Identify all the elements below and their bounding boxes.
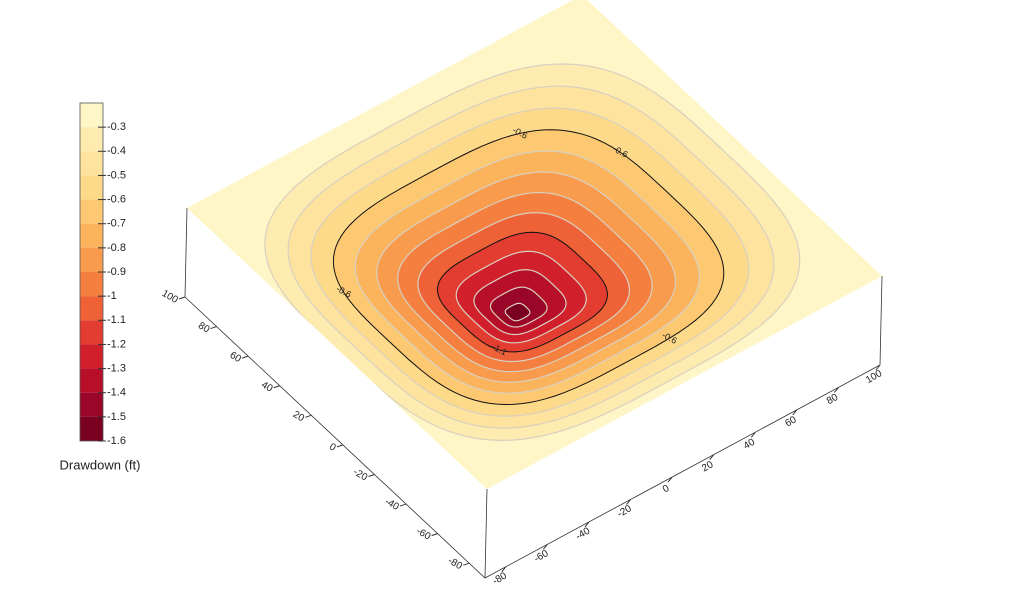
y-tick-label: 60 xyxy=(228,350,244,365)
y-tick-label: 0 xyxy=(327,441,338,454)
colorbar-swatch xyxy=(80,223,103,248)
x-tick xyxy=(792,409,798,416)
colorbar-tick-label: -1 xyxy=(107,290,117,302)
x-tick xyxy=(750,431,756,438)
contours xyxy=(264,63,801,442)
y-tick xyxy=(241,355,249,359)
colorbar-swatch xyxy=(80,127,103,152)
colorbar-swatch xyxy=(80,296,103,321)
colorbar-tick-label: -1.6 xyxy=(107,435,126,447)
x-tick-label: -60 xyxy=(532,548,550,565)
x-tick-label: 80 xyxy=(825,392,841,407)
colorbar-tick-label: -1.1 xyxy=(107,314,126,326)
y-tick-label: 100 xyxy=(160,288,180,306)
x-tick xyxy=(834,387,839,393)
colorbar-tick-label: -0.6 xyxy=(107,193,126,205)
y-tick-label: 40 xyxy=(259,380,275,395)
colorbar-tick-label: -0.3 xyxy=(107,121,126,133)
x-tick xyxy=(875,364,881,371)
x-tick-label: 60 xyxy=(783,414,799,429)
axis-line xyxy=(184,296,881,579)
y-tick-label: -40 xyxy=(383,496,401,513)
colorbar-swatch xyxy=(80,247,103,272)
y-tick xyxy=(178,296,186,300)
y-tick xyxy=(463,562,470,566)
colorbar-swatch xyxy=(80,320,103,345)
colorbar-swatch xyxy=(80,175,103,200)
colorbar-swatch xyxy=(80,392,103,417)
y-tick xyxy=(305,414,312,418)
colorbar-tick-label: -0.9 xyxy=(107,266,126,278)
y-tick-label: -80 xyxy=(446,555,464,572)
x-tick xyxy=(626,499,631,505)
colorbar-tick-label: -0.8 xyxy=(107,242,126,254)
x-tick-label: 40 xyxy=(742,437,758,452)
x-tick-label: -20 xyxy=(616,503,634,520)
x-tick-label: -40 xyxy=(574,525,592,542)
colorbar-tick-label: -1.4 xyxy=(107,387,126,399)
colorbar-swatch xyxy=(80,103,103,128)
y-tick xyxy=(210,326,217,330)
box-edge xyxy=(879,275,883,366)
x-tick xyxy=(709,454,715,460)
x-tick xyxy=(501,566,507,573)
box-edge xyxy=(184,207,188,298)
y-tick-label: -60 xyxy=(414,526,432,543)
colorbar-tick-label: -0.4 xyxy=(107,145,126,157)
colorbar-tick-label: -1.3 xyxy=(107,362,126,374)
x-tick-label: 0 xyxy=(661,483,672,496)
y-tick xyxy=(399,503,407,507)
colorbar-swatch xyxy=(80,416,103,441)
y-tick xyxy=(368,473,375,477)
x-tick xyxy=(542,544,548,550)
colorbar-tick-label: -1.5 xyxy=(107,411,126,423)
box-edge xyxy=(484,488,488,579)
x-tick-label: 100 xyxy=(864,368,884,386)
y-tick-label: -20 xyxy=(351,467,369,484)
colorbar-tick-label: -0.5 xyxy=(107,169,126,181)
colorbar-swatch xyxy=(80,272,103,297)
x-tick xyxy=(667,476,673,483)
contour-band xyxy=(504,302,531,322)
colorbar-swatch xyxy=(80,199,103,224)
colorbar-label: Drawdown (ft) xyxy=(60,457,141,472)
y-tick-label: 20 xyxy=(291,409,307,424)
colorbar-swatch xyxy=(80,344,103,369)
y-tick xyxy=(273,385,280,389)
x-tick-label: 20 xyxy=(700,459,716,474)
colorbar-tick-label: -0.7 xyxy=(107,218,126,230)
x-tick-label: -80 xyxy=(491,570,509,587)
y-tick xyxy=(336,444,344,448)
y-tick-label: 80 xyxy=(196,320,212,335)
x-tick xyxy=(584,521,590,528)
colorbar-swatch xyxy=(80,368,103,393)
colorbar-swatch xyxy=(80,151,103,176)
y-tick xyxy=(431,533,438,537)
colorbar-tick-label: -1.2 xyxy=(107,338,126,350)
